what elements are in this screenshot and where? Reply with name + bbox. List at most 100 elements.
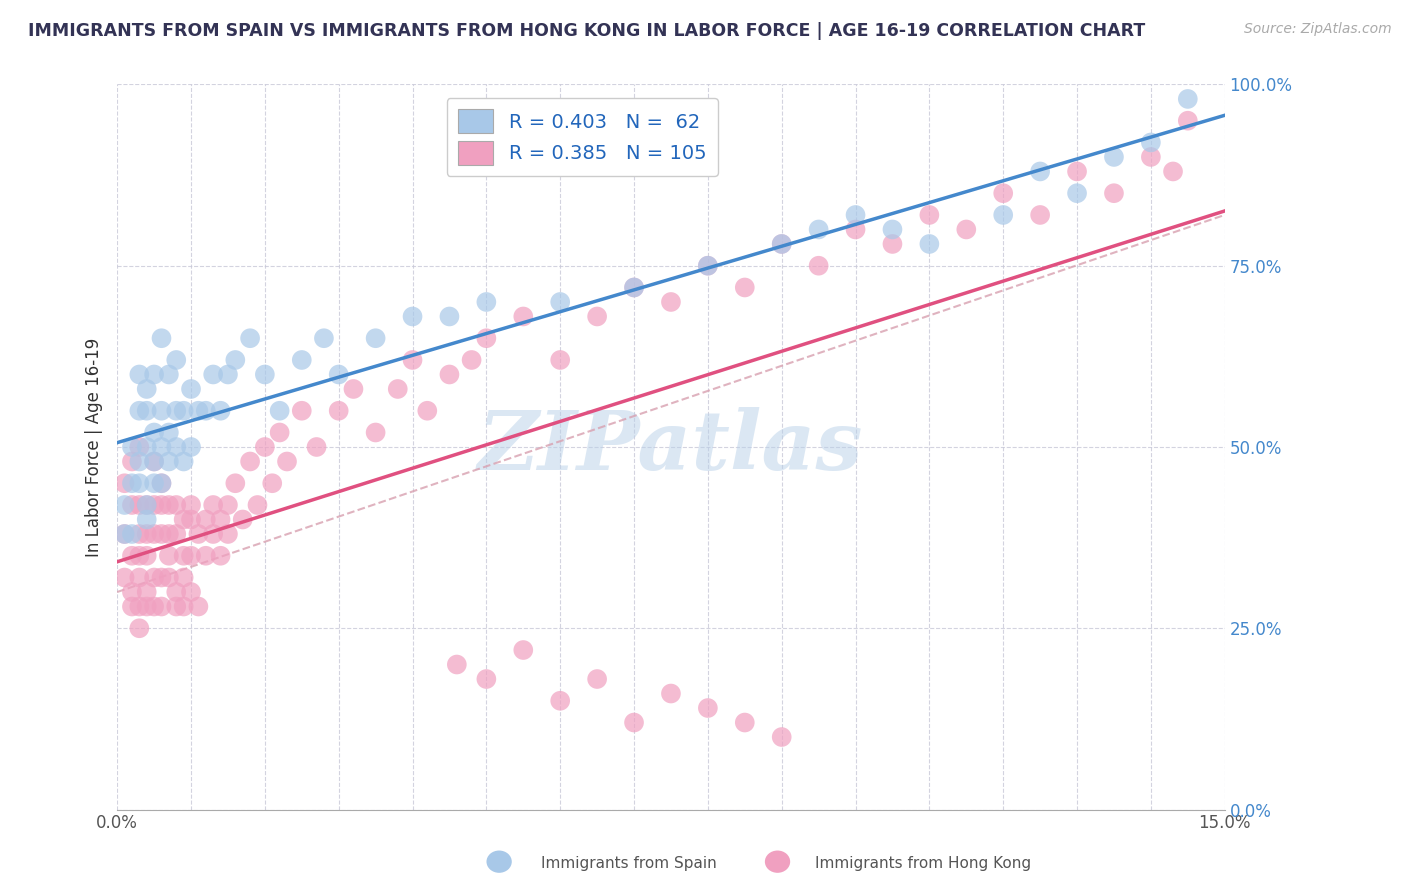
Point — [623, 280, 645, 294]
Point — [918, 208, 941, 222]
Point — [217, 498, 239, 512]
Point — [770, 730, 793, 744]
Point — [224, 353, 246, 368]
Point — [276, 454, 298, 468]
Point — [1066, 164, 1088, 178]
Point — [224, 476, 246, 491]
Point — [180, 585, 202, 599]
Point — [180, 549, 202, 563]
Point — [269, 403, 291, 417]
Point — [143, 454, 166, 468]
Point — [135, 512, 157, 526]
Point — [253, 368, 276, 382]
Point — [217, 368, 239, 382]
Point — [128, 549, 150, 563]
Point — [696, 701, 718, 715]
Point — [194, 549, 217, 563]
Point — [586, 310, 609, 324]
Point — [1140, 150, 1163, 164]
Point — [253, 440, 276, 454]
Point — [180, 382, 202, 396]
Point — [157, 498, 180, 512]
Point — [157, 368, 180, 382]
Point — [187, 527, 209, 541]
Point — [807, 222, 830, 236]
Point — [135, 599, 157, 614]
Point — [328, 368, 350, 382]
Point — [128, 621, 150, 635]
Point — [246, 498, 269, 512]
Point — [475, 672, 498, 686]
Point — [150, 331, 173, 345]
Point — [150, 403, 173, 417]
Text: Immigrants from Hong Kong: Immigrants from Hong Kong — [815, 856, 1032, 871]
Point — [401, 310, 423, 324]
Point — [143, 476, 166, 491]
Point — [187, 403, 209, 417]
Point — [659, 686, 682, 700]
Point — [165, 527, 187, 541]
Point — [217, 527, 239, 541]
Point — [194, 512, 217, 526]
Point — [1177, 92, 1199, 106]
Point — [734, 715, 756, 730]
Point — [157, 425, 180, 440]
Point — [173, 570, 195, 584]
Point — [121, 585, 143, 599]
Point — [143, 570, 166, 584]
Point — [548, 295, 571, 310]
Point — [239, 454, 262, 468]
Point — [305, 440, 328, 454]
Point — [128, 368, 150, 382]
Text: IMMIGRANTS FROM SPAIN VS IMMIGRANTS FROM HONG KONG IN LABOR FORCE | AGE 16-19 CO: IMMIGRANTS FROM SPAIN VS IMMIGRANTS FROM… — [28, 22, 1146, 40]
Point — [128, 599, 150, 614]
Point — [512, 643, 534, 657]
Point — [548, 694, 571, 708]
Point — [696, 259, 718, 273]
Point — [844, 208, 866, 222]
Point — [135, 527, 157, 541]
Point — [135, 498, 157, 512]
Point — [364, 331, 387, 345]
Point — [143, 454, 166, 468]
Point — [128, 527, 150, 541]
Point — [209, 403, 232, 417]
Point — [135, 403, 157, 417]
Point — [173, 599, 195, 614]
Point — [232, 512, 254, 526]
Point — [364, 425, 387, 440]
Point — [993, 186, 1015, 201]
Point — [173, 403, 195, 417]
Point — [1140, 136, 1163, 150]
Text: ZIPatlas: ZIPatlas — [478, 407, 863, 487]
Point — [143, 498, 166, 512]
Point — [209, 512, 232, 526]
Point — [623, 715, 645, 730]
Point — [460, 353, 482, 368]
Point — [180, 512, 202, 526]
Point — [114, 498, 136, 512]
Point — [121, 599, 143, 614]
Point — [1177, 113, 1199, 128]
Point — [128, 440, 150, 454]
Point — [1102, 150, 1125, 164]
Point — [143, 368, 166, 382]
Point — [165, 599, 187, 614]
Point — [882, 222, 904, 236]
Point — [135, 549, 157, 563]
Point — [1102, 186, 1125, 201]
Point — [202, 527, 225, 541]
Point — [114, 476, 136, 491]
Point — [401, 353, 423, 368]
Point — [165, 403, 187, 417]
Point — [135, 382, 157, 396]
Point — [121, 440, 143, 454]
Point — [114, 527, 136, 541]
Point — [475, 331, 498, 345]
Point — [165, 498, 187, 512]
Point — [150, 527, 173, 541]
Point — [659, 295, 682, 310]
Point — [312, 331, 335, 345]
Point — [121, 549, 143, 563]
Point — [439, 368, 461, 382]
